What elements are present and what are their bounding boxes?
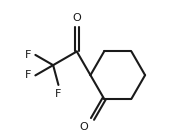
Text: F: F [25,70,31,80]
Text: F: F [25,50,31,60]
Text: F: F [55,89,62,99]
Text: O: O [72,13,81,23]
Text: O: O [80,122,88,132]
